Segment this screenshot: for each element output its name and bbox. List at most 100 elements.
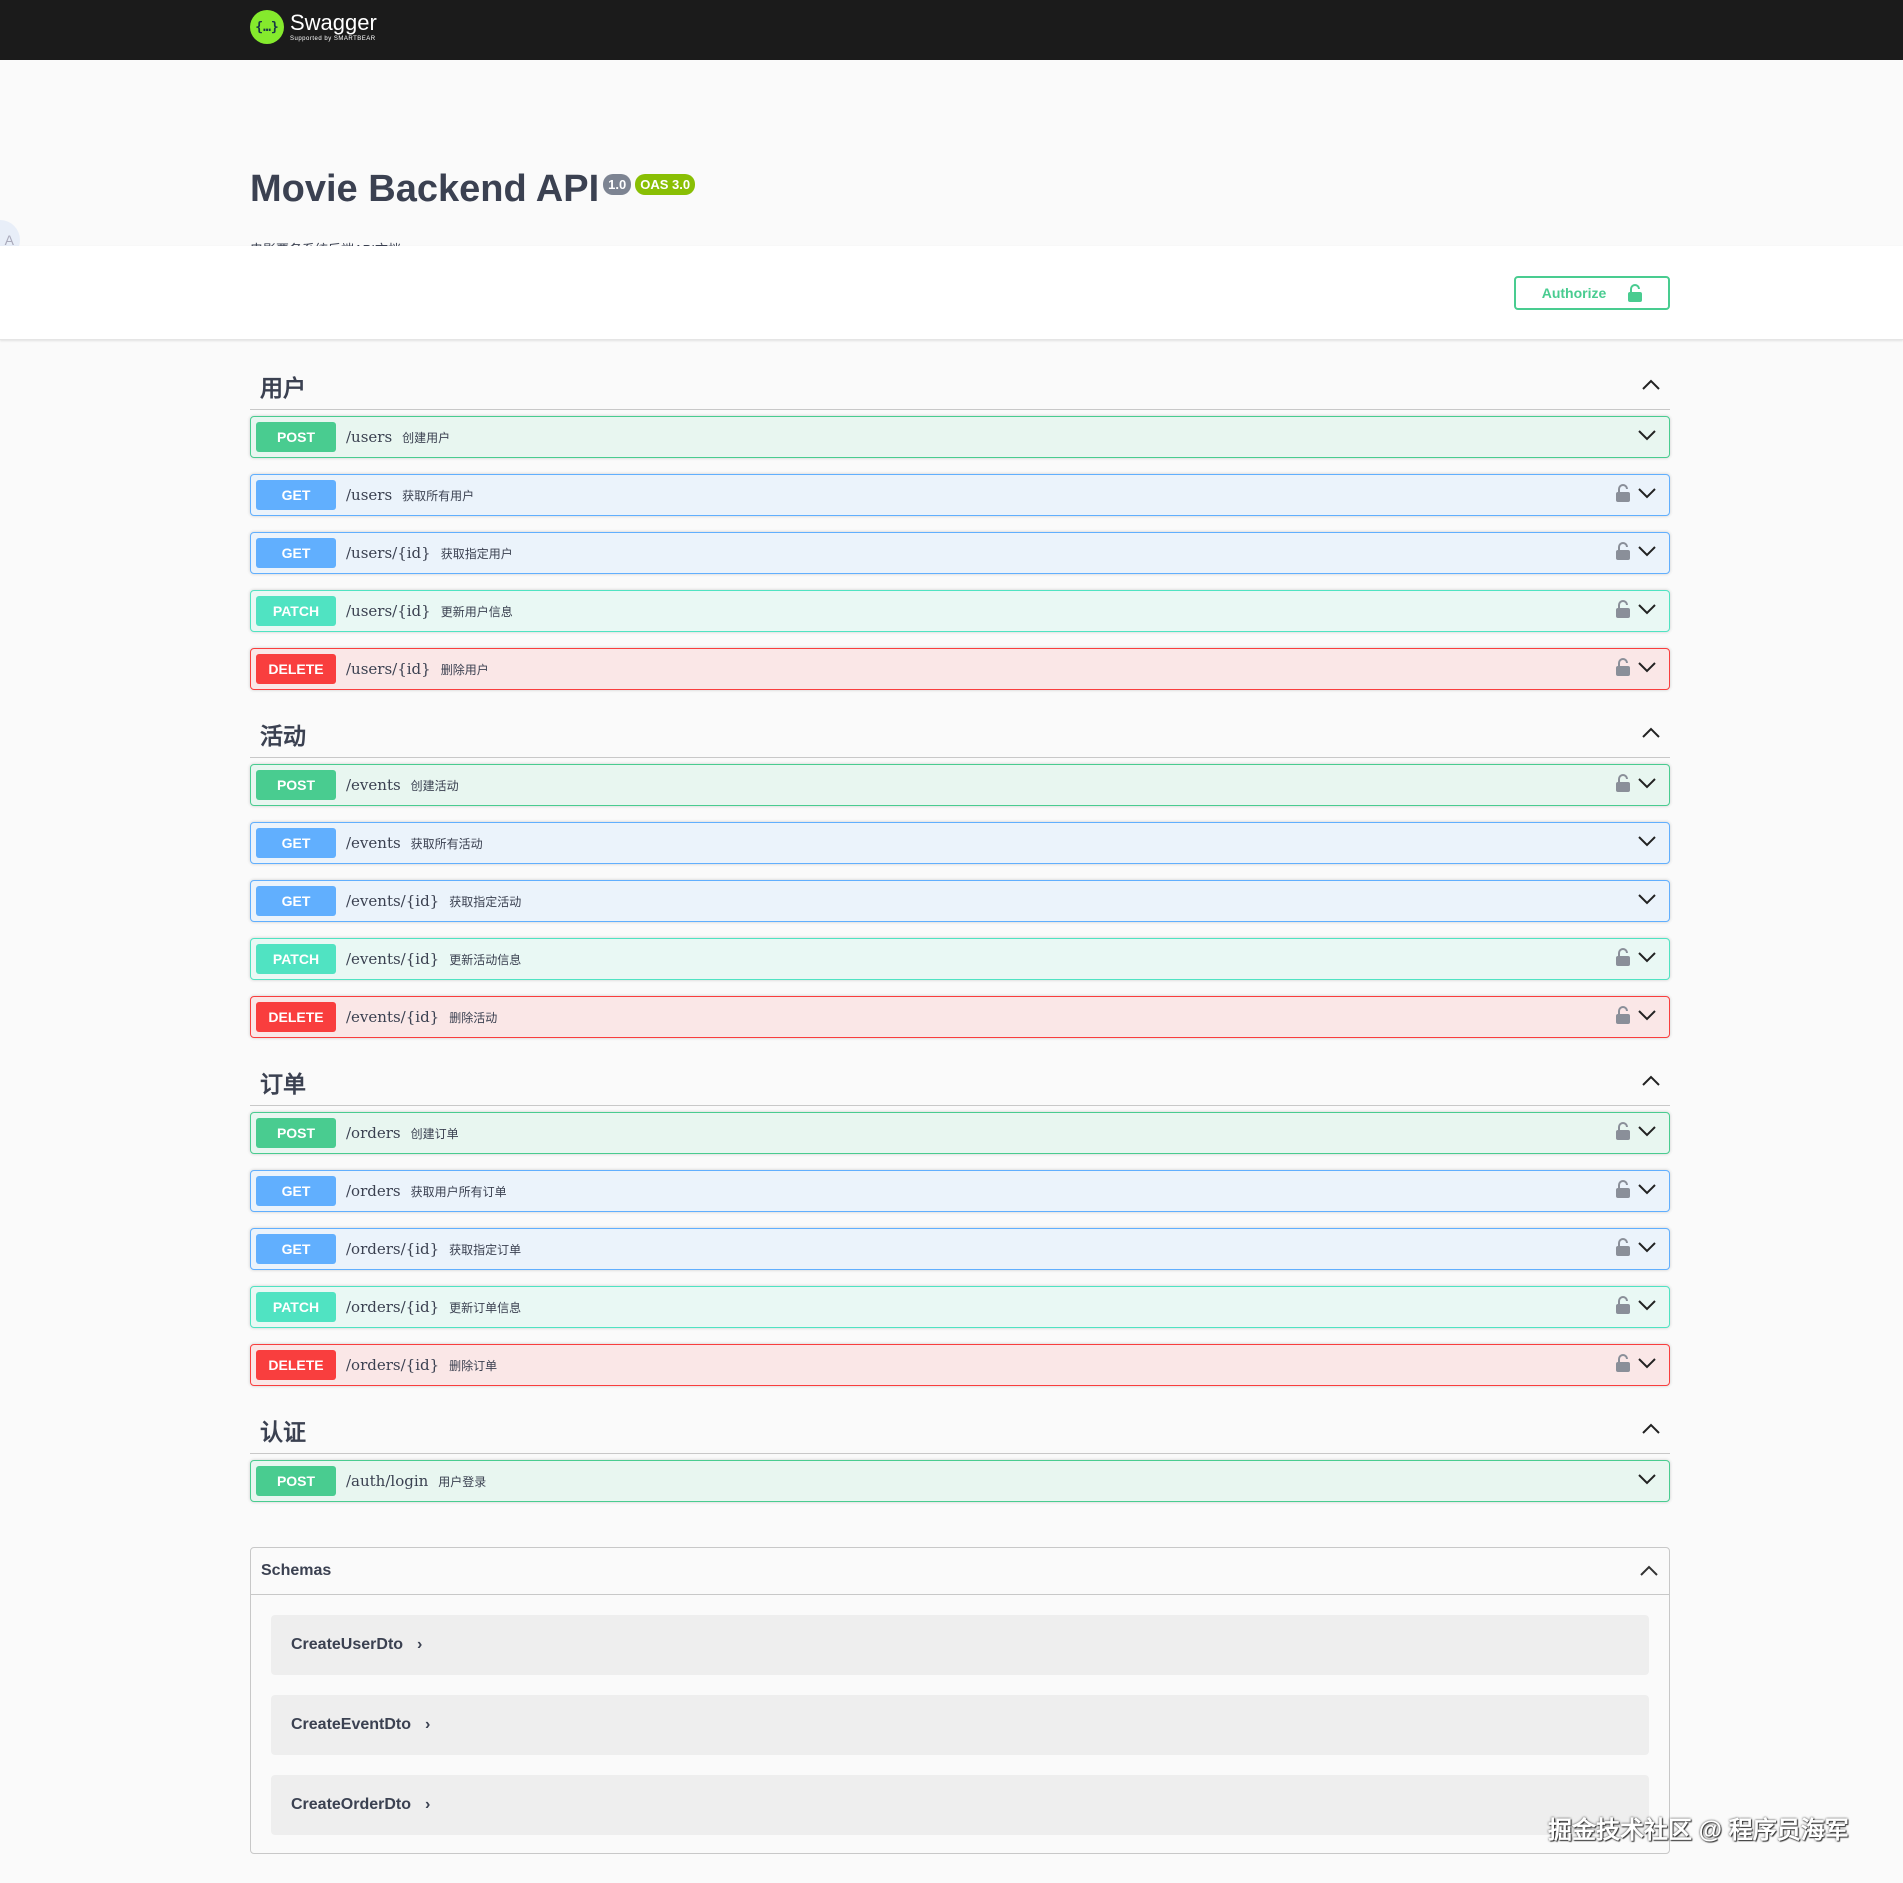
schema-model[interactable]: CreateUserDto › [271,1615,1649,1675]
chevron-down-icon[interactable] [1638,1356,1656,1374]
lock-icon[interactable] [1616,1179,1630,1203]
method-badge: DELETE [256,1002,336,1032]
chevron-right-icon[interactable]: › [425,1716,431,1733]
lock-icon[interactable] [1616,657,1630,681]
lock-icon[interactable] [1616,1121,1630,1145]
operation-row[interactable]: GET /users 获取所有用户 [250,474,1670,516]
operation-row[interactable]: GET /orders/{id} 获取指定订单 [250,1228,1670,1270]
operation-row[interactable]: DELETE /orders/{id} 删除订单 [250,1344,1670,1386]
lock-icon[interactable] [1616,483,1630,507]
chevron-down-icon[interactable] [1638,602,1656,620]
operation-path: /users [346,428,393,446]
chevron-down-icon[interactable] [1638,834,1656,852]
operation-row[interactable]: POST /auth/login 用户登录 [250,1460,1670,1502]
operation-summary: 获取指定订单 [449,1242,522,1257]
chevron-down-icon[interactable] [1638,776,1656,794]
logo-sub: Supported by SMARTBEAR [290,36,376,42]
lock-icon[interactable] [1616,947,1630,971]
tag-name: 认证 [260,1418,306,1445]
operation-summary: 更新活动信息 [449,952,522,967]
operation-summary: 获取指定活动 [449,894,522,909]
tag-header[interactable]: 订单 [250,1058,1670,1106]
swagger-logo[interactable]: {…} Swagger Supported by SMARTBEAR [250,10,377,44]
chevron-right-icon[interactable]: › [417,1636,423,1653]
operation-summary: 删除用户 [440,662,489,677]
chevron-down-icon[interactable] [1638,892,1656,910]
chevron-up-icon[interactable] [1642,1421,1660,1439]
operation-path: /users/{id} [346,544,431,562]
lock-icon[interactable] [1616,1237,1630,1261]
page-title: Movie Backend API [250,168,600,210]
operation-row[interactable]: PATCH /users/{id} 更新用户信息 [250,590,1670,632]
operation-row[interactable]: POST /orders 创建订单 [250,1112,1670,1154]
operation-path: /orders/{id} [346,1298,440,1316]
method-badge: POST [256,1466,336,1496]
lock-icon[interactable] [1616,1005,1630,1029]
operation-row[interactable]: POST /users 创建用户 [250,416,1670,458]
operation-summary: 获取所有用户 [402,488,475,503]
chevron-down-icon[interactable] [1638,660,1656,678]
chevron-up-icon[interactable] [1642,725,1660,743]
chevron-down-icon[interactable] [1638,1240,1656,1258]
chevron-up-icon[interactable] [1642,1073,1660,1091]
tag-header[interactable]: 活动 [250,710,1670,758]
operation-row[interactable]: GET /events/{id} 获取指定活动 [250,880,1670,922]
operation-summary: 创建用户 [402,430,451,445]
schemas-title: Schemas [261,1562,332,1579]
operation-path: /orders/{id} [346,1356,440,1374]
operation-summary: 更新用户信息 [440,604,513,619]
swagger-logo-icon: {…} [250,10,284,44]
chevron-right-icon[interactable]: › [425,1796,431,1813]
model-name: CreateUserDto [291,1636,404,1653]
chevron-down-icon[interactable] [1638,486,1656,504]
version-badge: 1.0 [603,174,632,195]
operation-row[interactable]: DELETE /events/{id} 删除活动 [250,996,1670,1038]
chevron-down-icon[interactable] [1638,1124,1656,1142]
operation-path: /orders [346,1124,401,1142]
operation-row[interactable]: GET /events 获取所有活动 [250,822,1670,864]
operation-row[interactable]: GET /orders 获取用户所有订单 [250,1170,1670,1212]
method-badge: GET [256,1176,336,1206]
method-badge: PATCH [256,596,336,626]
tag-header[interactable]: 认证 [250,1406,1670,1454]
operation-row[interactable]: DELETE /users/{id} 删除用户 [250,648,1670,690]
schemas-header[interactable]: Schemas [251,1548,1669,1595]
lock-icon[interactable] [1616,541,1630,565]
method-badge: POST [256,422,336,452]
operation-row[interactable]: PATCH /events/{id} 更新活动信息 [250,938,1670,980]
schema-model[interactable]: CreateEventDto › [271,1695,1649,1755]
chevron-up-icon[interactable] [1639,1565,1659,1577]
chevron-down-icon[interactable] [1638,1298,1656,1316]
chevron-down-icon[interactable] [1638,428,1656,446]
lock-icon[interactable] [1616,599,1630,623]
chevron-down-icon[interactable] [1638,950,1656,968]
chevron-down-icon[interactable] [1638,1182,1656,1200]
model-name: CreateEventDto [291,1716,412,1733]
operation-row[interactable]: GET /users/{id} 获取指定用户 [250,532,1670,574]
operation-summary: 删除订单 [449,1358,498,1373]
operation-row[interactable]: POST /events 创建活动 [250,764,1670,806]
lock-icon[interactable] [1616,1295,1630,1319]
lock-icon[interactable] [1616,1353,1630,1377]
chevron-down-icon[interactable] [1638,1472,1656,1490]
method-badge: DELETE [256,1350,336,1380]
watermark: 掘金技术社区 @ 程序员海军 [1548,1817,1849,1844]
operation-summary: 删除活动 [449,1010,498,1025]
method-badge: POST [256,770,336,800]
operation-summary: 获取指定用户 [440,546,513,561]
operation-summary: 更新订单信息 [449,1300,522,1315]
tag-header[interactable]: 用户 [250,362,1670,410]
method-badge: GET [256,886,336,916]
operation-summary: 获取用户所有订单 [410,1184,507,1199]
chevron-down-icon[interactable] [1638,1008,1656,1026]
schema-model[interactable]: CreateOrderDto › [271,1775,1649,1835]
unlock-icon [1628,284,1643,302]
operation-path: /events [346,834,401,852]
lock-icon[interactable] [1616,773,1630,797]
chevron-down-icon[interactable] [1638,544,1656,562]
operation-path: /orders [346,1182,401,1200]
operation-row[interactable]: PATCH /orders/{id} 更新订单信息 [250,1286,1670,1328]
chevron-up-icon[interactable] [1642,377,1660,395]
operation-path: /events/{id} [346,950,440,968]
authorize-button[interactable]: Authorize [1514,276,1670,310]
